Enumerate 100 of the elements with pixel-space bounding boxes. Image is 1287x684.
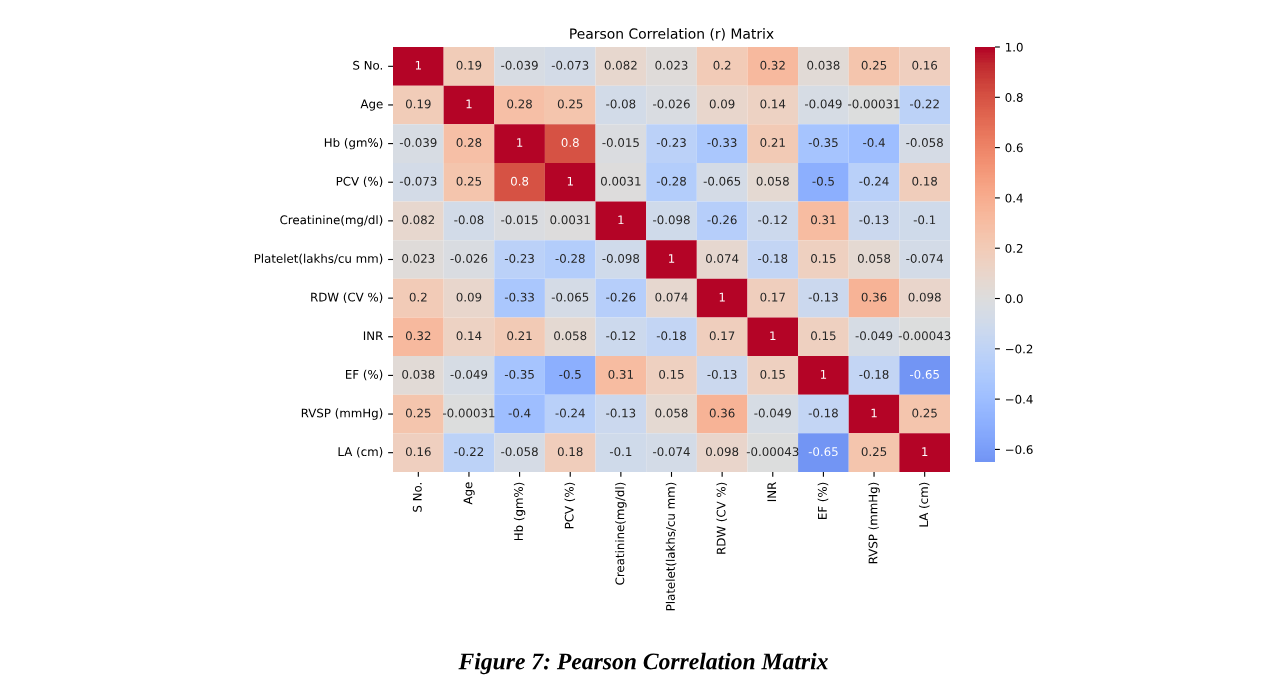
data-label: -0.18 xyxy=(758,254,788,263)
data-label: 0.16 xyxy=(405,447,431,457)
x-tick-label: EF (%) xyxy=(817,482,829,519)
data-label: -0.26 xyxy=(606,292,636,302)
data-label: -0.23 xyxy=(504,254,534,263)
color-bar-label: 0.6 xyxy=(1005,143,1023,153)
y-tick-label: INR xyxy=(363,331,383,341)
data-label: -0.039 xyxy=(399,138,437,148)
data-label: 0.28 xyxy=(507,99,532,109)
data-label: 0.15 xyxy=(811,331,836,341)
data-label: 0.14 xyxy=(760,99,786,109)
color-bar-label: −0.2 xyxy=(1005,344,1033,354)
data-label: 0.18 xyxy=(557,447,583,457)
data-label: -0.08 xyxy=(454,215,484,225)
y-tick-label: EF (%) xyxy=(346,369,383,381)
x-tick-label: RDW (CV %) xyxy=(716,482,727,554)
data-label: 0.09 xyxy=(709,99,735,109)
data-label: 0.058 xyxy=(655,408,688,418)
data-label: -0.073 xyxy=(551,60,589,70)
data-label: -0.12 xyxy=(758,215,787,225)
data-label: 0.8 xyxy=(510,176,529,186)
data-label: -0.13 xyxy=(859,215,889,225)
data-label: -0.26 xyxy=(707,215,737,225)
data-label: -0.026 xyxy=(653,99,690,109)
data-label: -0.065 xyxy=(703,176,741,186)
data-label: 1 xyxy=(517,138,523,147)
data-label: -0.08 xyxy=(606,99,636,109)
data-label: 0.21 xyxy=(507,331,532,341)
data-label: -0.13 xyxy=(808,292,838,302)
data-label: -0.015 xyxy=(501,215,538,225)
y-tick-label: Platelet(lakhs/cu mm) xyxy=(254,253,383,265)
data-label: 1 xyxy=(618,215,624,225)
data-label: 0.25 xyxy=(861,447,887,457)
data-label: 0.19 xyxy=(405,99,431,109)
data-label: 0.0031 xyxy=(550,215,590,225)
data-label: -0.23 xyxy=(656,138,686,148)
data-label: 1 xyxy=(719,292,725,302)
data-label: -0.24 xyxy=(859,176,889,186)
data-label: -0.35 xyxy=(808,138,838,148)
data-label: 0.058 xyxy=(756,176,789,186)
data-label: -0.00043 xyxy=(898,331,951,341)
data-label: -0.18 xyxy=(656,331,686,341)
data-label: 0.32 xyxy=(760,60,785,70)
data-label: -0.12 xyxy=(606,331,635,341)
data-label: -0.65 xyxy=(909,369,939,379)
data-label: -0.074 xyxy=(653,447,690,457)
color-bar-label: 0.0 xyxy=(1005,294,1023,304)
color-bar-label: 0.4 xyxy=(1005,193,1023,203)
x-tick-label: PCV (%) xyxy=(564,482,576,529)
data-label: -0.1 xyxy=(609,447,632,457)
data-label: 0.18 xyxy=(912,176,938,186)
data-label: -0.049 xyxy=(855,331,893,341)
color-bar-label: 0.8 xyxy=(1005,93,1023,102)
data-label: -0.28 xyxy=(656,176,686,186)
data-label: 0.098 xyxy=(908,292,941,302)
data-label: 1 xyxy=(669,254,675,263)
data-label: 0.17 xyxy=(760,292,785,302)
data-label: 0.14 xyxy=(456,331,482,341)
color-bar-label: 0.2 xyxy=(1005,243,1023,253)
data-label: 0.058 xyxy=(857,254,891,263)
data-label: 1 xyxy=(871,408,877,418)
data-label: -0.24 xyxy=(555,408,585,418)
x-tick-label: Age xyxy=(463,482,475,505)
data-label: -0.074 xyxy=(906,254,944,263)
chart-title: Pearson Correlation (r) Matrix xyxy=(570,28,774,41)
data-label: -0.22 xyxy=(454,447,484,457)
data-label: 0.19 xyxy=(456,60,482,70)
data-label: 0.25 xyxy=(405,408,431,418)
data-label: 0.15 xyxy=(760,369,785,379)
data-label: -0.015 xyxy=(602,138,639,148)
color-bar-label: −0.4 xyxy=(1005,394,1033,404)
data-label: -0.33 xyxy=(707,138,737,148)
data-label: 0.36 xyxy=(709,408,735,418)
data-label: -0.065 xyxy=(551,292,589,302)
data-label: -0.5 xyxy=(559,369,581,379)
data-label: 1 xyxy=(770,331,776,341)
data-label: -0.4 xyxy=(863,138,885,148)
data-label: -0.058 xyxy=(501,447,538,457)
data-label: -0.18 xyxy=(808,408,838,418)
data-label: -0.5 xyxy=(812,176,834,186)
data-label: 0.31 xyxy=(608,369,633,379)
data-label: -0.13 xyxy=(606,408,636,418)
data-label: -0.058 xyxy=(906,138,943,148)
y-tick-label: PCV (%) xyxy=(336,176,383,188)
data-label: 0.058 xyxy=(554,331,587,341)
data-label: 0.32 xyxy=(405,331,431,341)
data-label: -0.28 xyxy=(555,254,585,263)
data-label: 0.36 xyxy=(861,292,887,302)
data-label: -0.13 xyxy=(707,369,737,379)
data-label: 1 xyxy=(415,60,421,70)
data-label: 0.082 xyxy=(604,60,637,70)
data-label: 0.023 xyxy=(655,60,688,70)
data-label: -0.098 xyxy=(653,215,690,225)
data-label: 1 xyxy=(820,370,827,379)
data-label: -0.073 xyxy=(399,176,437,186)
x-tick-label: S No. xyxy=(412,483,422,512)
data-label: 0.28 xyxy=(456,138,482,148)
data-label: -0.00031 xyxy=(848,99,900,109)
y-tick-label: RVSP (mmHg) xyxy=(301,408,383,420)
data-label: 0.074 xyxy=(655,292,688,302)
